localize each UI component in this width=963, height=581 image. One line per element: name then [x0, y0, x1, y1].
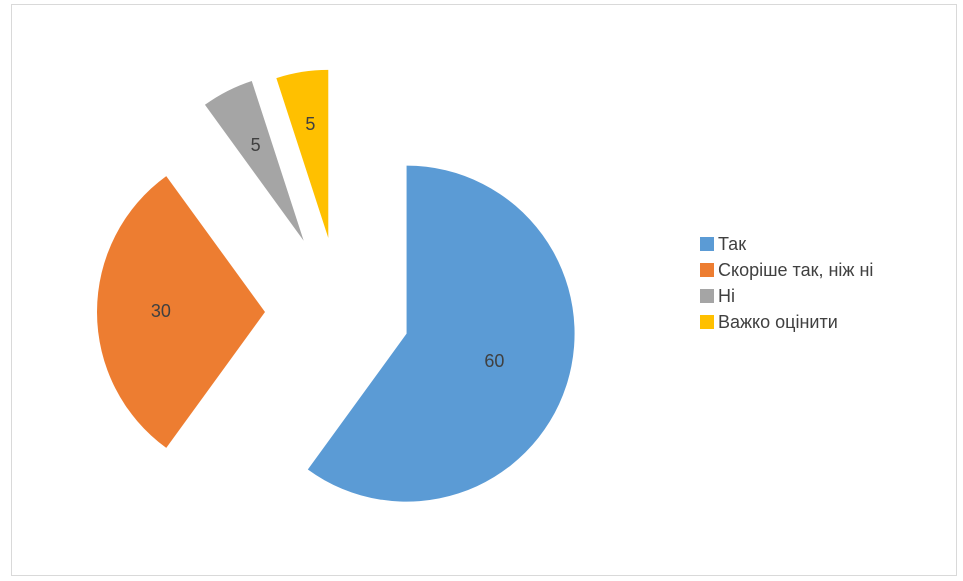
- legend-label: Ні: [718, 285, 735, 306]
- slice-vazhko: [276, 69, 329, 238]
- legend-swatch: [700, 237, 714, 251]
- legend-label: Так: [718, 233, 747, 254]
- legend-swatch: [700, 315, 714, 329]
- slice-ni: [204, 80, 304, 241]
- slice-skorishe-tak: [96, 176, 265, 448]
- legend-item-ni: Ні: [700, 283, 873, 309]
- slice-tak: [307, 165, 575, 502]
- legend-item-vazhko: Важко оцінити: [700, 309, 873, 335]
- data-label-skorishe-tak: 30: [151, 301, 171, 321]
- legend-item-skorishe-tak: Скоріше так, ніж ні: [700, 257, 873, 283]
- legend-item-tak: Так: [700, 231, 873, 257]
- data-label-tak: 60: [484, 351, 504, 371]
- legend-swatch: [700, 263, 714, 277]
- legend: Так Скоріше так, ніж ні Ні Важко оцінити: [700, 231, 873, 335]
- legend-label: Скоріше так, ніж ні: [718, 259, 874, 280]
- data-label-ni: 5: [251, 135, 261, 155]
- legend-swatch: [700, 289, 714, 303]
- legend-label: Важко оцінити: [718, 311, 838, 332]
- data-label-vazhko: 5: [305, 114, 315, 134]
